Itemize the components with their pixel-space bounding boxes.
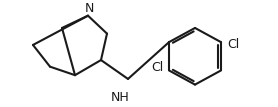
Text: Cl: Cl: [227, 38, 239, 51]
Text: NH: NH: [111, 91, 129, 104]
Text: Cl: Cl: [151, 61, 163, 74]
Text: N: N: [84, 2, 94, 15]
